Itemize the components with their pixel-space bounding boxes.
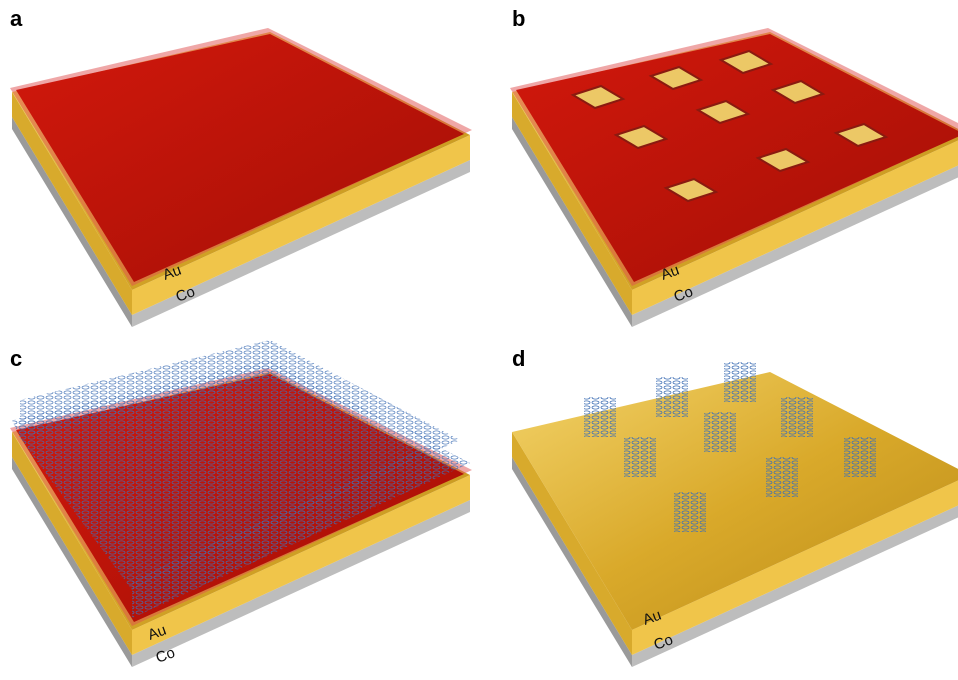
layer-label: Au [659,262,682,284]
panel-a [10,28,472,327]
panel-label: b [512,6,525,31]
layer-label: Co [154,644,178,667]
layer-label: Au [641,607,664,629]
layer-label: Co [672,283,696,306]
layer-label: Co [652,631,676,654]
panel-c [10,340,472,667]
panel-label: d [512,346,525,371]
layer-label: Au [161,262,184,284]
panel-label: c [10,346,22,371]
layer-label: Co [174,283,198,306]
layer-label: Au [146,622,169,644]
panel-label: a [10,6,23,31]
panel-d [512,362,958,667]
panel-b [510,28,958,327]
